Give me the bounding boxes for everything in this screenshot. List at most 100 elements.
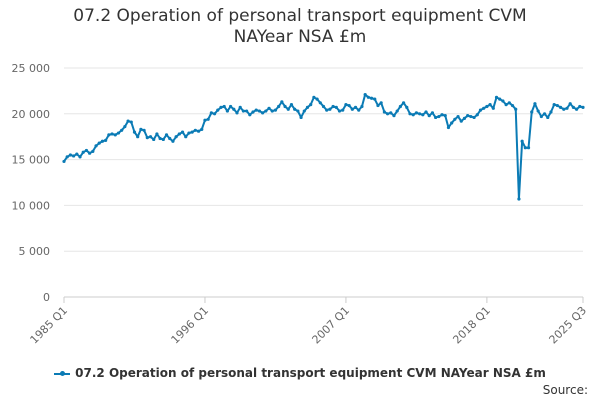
data-point (478, 108, 483, 112)
data-point (245, 109, 249, 113)
data-point (184, 135, 188, 139)
data-point (328, 107, 332, 111)
data-point (209, 111, 213, 115)
data-point (180, 130, 185, 134)
data-point (514, 107, 518, 111)
legend[interactable]: 07.2 Operation of personal transport equ… (0, 366, 600, 380)
x-tick-label: 2007 Q1 (310, 304, 353, 347)
data-point (158, 136, 162, 141)
y-tick-label: 20 000 (12, 108, 51, 121)
data-point (353, 105, 358, 109)
data-point (334, 105, 338, 109)
data-point (72, 154, 76, 158)
data-point (113, 133, 117, 137)
data-point (373, 97, 377, 101)
data-point (293, 107, 297, 111)
y-tick-label: 0 (43, 291, 50, 304)
data-point (565, 106, 569, 110)
data-point (350, 107, 354, 111)
data-point (283, 104, 287, 109)
data-point (168, 136, 172, 141)
data-point (568, 102, 572, 106)
data-point (578, 104, 582, 109)
data-point (312, 95, 316, 99)
data-point (190, 130, 194, 134)
x-tick-label: 2018 Q1 (450, 304, 493, 347)
data-point (267, 106, 271, 110)
data-point (235, 111, 239, 115)
data-point (549, 110, 553, 114)
data-point (408, 112, 412, 116)
data-point (120, 128, 124, 132)
data-point (337, 109, 342, 113)
data-point (81, 150, 85, 154)
y-tick-label: 5 000 (19, 245, 51, 258)
source-label: Source: (542, 383, 588, 397)
data-point (241, 109, 246, 113)
data-point (382, 110, 386, 114)
data-point (78, 155, 82, 159)
data-point (126, 119, 130, 123)
data-point (164, 133, 169, 137)
data-point (571, 105, 575, 109)
data-point (187, 131, 191, 135)
data-point (264, 109, 268, 113)
x-axis: 1985 Q1 1996 Q1 2007 Q1 2018 Q1 2025 Q3 (28, 297, 589, 347)
x-tick-label: 1985 Q1 (28, 304, 71, 347)
data-point (318, 101, 322, 105)
data-point (472, 115, 476, 120)
data-point (152, 137, 156, 142)
data-point (517, 197, 521, 201)
data-point (507, 101, 511, 105)
y-tick-label: 15 000 (12, 154, 51, 167)
data-point (520, 139, 524, 143)
data-point (360, 104, 364, 109)
data-point (94, 144, 98, 148)
data-point (315, 97, 319, 101)
data-point (161, 137, 165, 142)
data-point (533, 102, 537, 106)
data-point (116, 131, 121, 135)
data-point (142, 128, 146, 132)
data-point (212, 112, 217, 116)
data-point (257, 109, 262, 113)
data-point (510, 103, 515, 108)
chart-title-line-1: 07.2 Operation of personal transport equ… (73, 6, 527, 26)
data-point (84, 148, 89, 153)
data-point (206, 117, 210, 121)
data-point (395, 109, 399, 113)
data-point (498, 97, 502, 101)
data-point (542, 112, 547, 116)
data-point (171, 139, 175, 143)
data-point (289, 103, 294, 107)
data-point (450, 121, 454, 125)
data-point (193, 128, 197, 132)
data-point (379, 101, 383, 105)
data-point (296, 109, 300, 113)
data-point (552, 103, 556, 107)
data-point (203, 118, 207, 122)
data-point (341, 108, 345, 112)
data-point (225, 109, 229, 113)
data-point (562, 107, 566, 111)
series-group (62, 92, 585, 201)
data-point (123, 125, 127, 129)
data-point (434, 115, 438, 120)
data-point (401, 101, 406, 105)
data-point (462, 116, 467, 120)
data-point (357, 108, 361, 112)
data-point (427, 114, 431, 118)
data-point (88, 151, 92, 155)
data-point (145, 136, 149, 140)
data-point (232, 107, 236, 111)
y-tick-label: 25 000 (12, 62, 51, 75)
x-tick-label: 1996 Q1 (169, 304, 212, 347)
data-point (504, 103, 508, 107)
data-point (440, 113, 444, 117)
data-point (277, 104, 281, 109)
data-point (305, 105, 310, 109)
data-point (491, 106, 495, 110)
data-point (309, 103, 313, 107)
data-point (273, 108, 278, 112)
